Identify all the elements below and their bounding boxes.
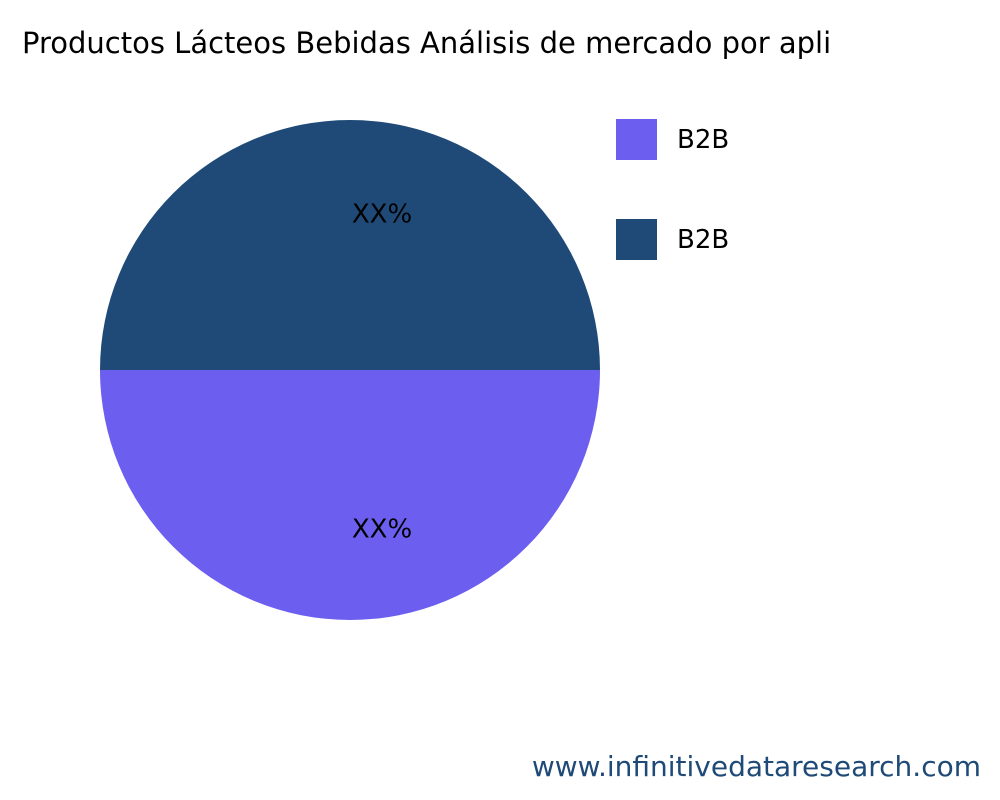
legend-label: B2B xyxy=(677,124,730,155)
pie-slice xyxy=(100,370,600,620)
legend-label: B2B xyxy=(677,224,730,255)
slice-label: XX% xyxy=(352,200,412,230)
slice-label: XX% xyxy=(352,515,412,545)
legend-item: B2B xyxy=(616,219,729,260)
legend-swatch xyxy=(616,219,657,260)
legend-item: B2B xyxy=(616,119,729,160)
legend-swatch xyxy=(616,119,657,160)
watermark: www.infinitivedataresearch.com xyxy=(531,750,981,783)
chart-title: Productos Lácteos Bebidas Análisis de me… xyxy=(22,26,832,60)
pie-slice xyxy=(100,120,600,370)
